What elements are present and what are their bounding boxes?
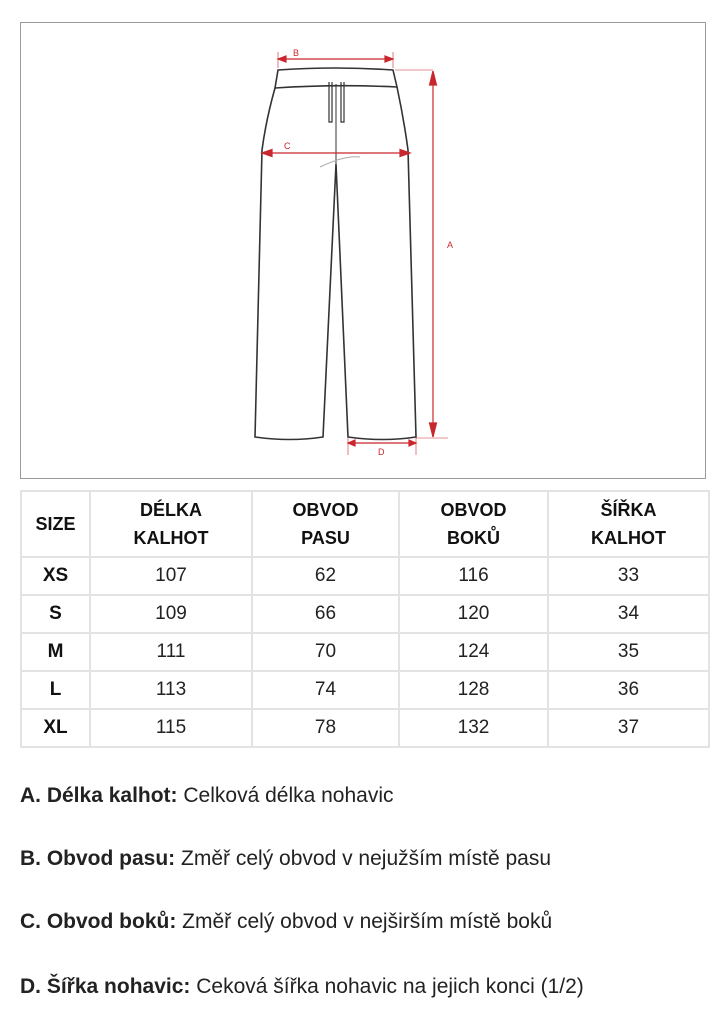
header-width: ŠÍŘKA KALHOT [547, 490, 710, 558]
table-cell: 128 [398, 670, 549, 710]
table-cell: 78 [251, 708, 400, 748]
table-cell: 37 [547, 708, 710, 748]
note-text: Změř celý obvod v nejužším místě pasu [181, 847, 552, 870]
header-waist: OBVOD PASU [251, 490, 400, 558]
table-row: XS 107 62 116 33 [20, 556, 710, 596]
table-cell: 33 [547, 556, 710, 596]
note-term: B. Obvod pasu: [20, 847, 176, 870]
measurement-note: D. Šířka nohavic: Ceková šířka nohavic n… [20, 975, 584, 999]
size-cell: XS [20, 556, 91, 596]
table-header-row: SIZE DÉLKA KALHOT OBVOD PASU OBVOD BOKŮ … [20, 490, 710, 558]
label-d: D [378, 447, 385, 457]
note-term: A. Délka kalhot: [20, 784, 178, 807]
table-cell: 116 [398, 556, 549, 596]
pants-diagram: B C A D [20, 22, 706, 479]
table-cell: 132 [398, 708, 549, 748]
measurement-note: A. Délka kalhot: Celková délka nohavic [20, 784, 394, 808]
table-cell: 113 [89, 670, 253, 710]
table-cell: 36 [547, 670, 710, 710]
size-cell: S [20, 594, 91, 634]
table-row: S 109 66 120 34 [20, 594, 710, 634]
table-cell: 109 [89, 594, 253, 634]
table-cell: 111 [89, 632, 253, 672]
table-cell: 115 [89, 708, 253, 748]
table-cell: 124 [398, 632, 549, 672]
size-cell: M [20, 632, 91, 672]
pants-illustration: B C A D [254, 48, 453, 457]
note-text: Ceková šířka nohavic na jejich konci (1/… [196, 975, 584, 998]
table-row: L 113 74 128 36 [20, 670, 710, 710]
label-c: C [284, 141, 291, 151]
header-size: SIZE [20, 490, 91, 558]
table-cell: 66 [251, 594, 400, 634]
table-cell: 70 [251, 632, 400, 672]
note-text: Změř celý obvod v nejširším místě boků [182, 910, 553, 933]
size-cell: L [20, 670, 91, 710]
note-term: D. Šířka nohavic: [20, 975, 191, 998]
table-row: M 111 70 124 35 [20, 632, 710, 672]
table-cell: 34 [547, 594, 710, 634]
measurement-note: B. Obvod pasu: Změř celý obvod v nejužší… [20, 847, 551, 871]
table-row: XL 115 78 132 37 [20, 708, 710, 748]
size-cell: XL [20, 708, 91, 748]
header-length: DÉLKA KALHOT [89, 490, 253, 558]
size-table: SIZE DÉLKA KALHOT OBVOD PASU OBVOD BOKŮ … [20, 490, 710, 748]
label-a: A [447, 240, 453, 250]
table-cell: 107 [89, 556, 253, 596]
note-text: Celková délka nohavic [183, 784, 394, 807]
measurement-note: C. Obvod boků: Změř celý obvod v nejširš… [20, 910, 552, 934]
header-hips: OBVOD BOKŮ [398, 490, 549, 558]
table-cell: 35 [547, 632, 710, 672]
note-term: C. Obvod boků: [20, 910, 177, 933]
label-b: B [293, 48, 299, 58]
table-cell: 120 [398, 594, 549, 634]
table-cell: 62 [251, 556, 400, 596]
table-cell: 74 [251, 670, 400, 710]
